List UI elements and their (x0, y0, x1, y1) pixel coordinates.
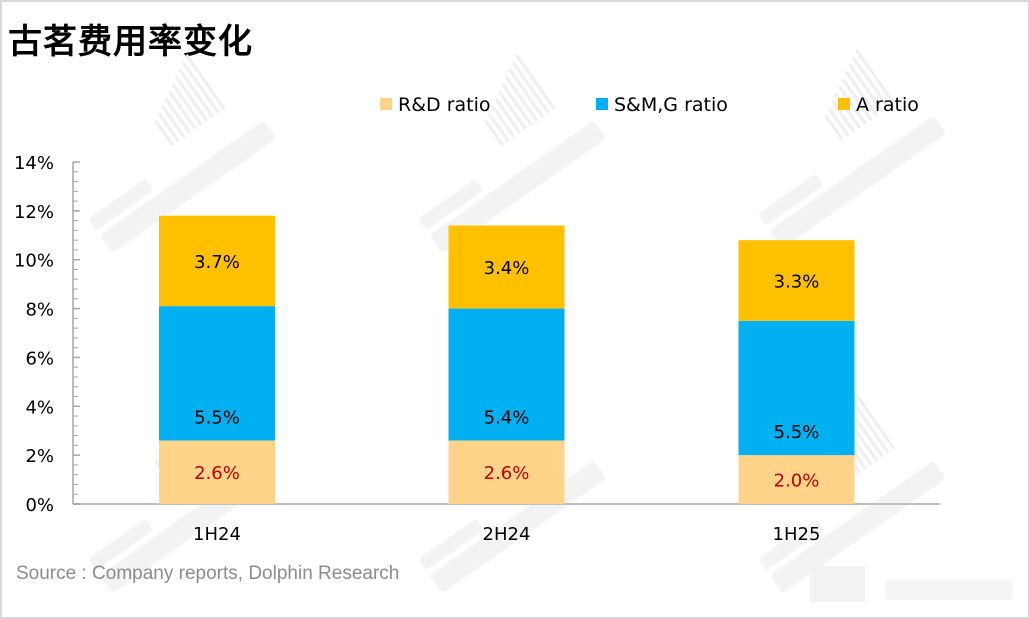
legend-swatch (380, 98, 392, 110)
watermark-bars-icon (157, 112, 180, 142)
watermark-bars-icon (154, 119, 174, 146)
watermark-bars-icon (178, 68, 215, 118)
y-tick-label: 4% (25, 397, 54, 418)
bar-segment (448, 308, 565, 441)
data-label: 2.0% (774, 471, 820, 492)
watermark-bars-icon (824, 114, 844, 141)
x-tick-label: 2H24 (483, 524, 531, 545)
watermark-cn-mark (759, 174, 823, 225)
legend-swatch (596, 98, 608, 110)
watermark-bars-icon (167, 90, 197, 130)
watermark-bars-icon (164, 97, 192, 134)
watermark-en-mark (101, 122, 275, 252)
longport-logo-icon (810, 566, 865, 602)
legend-label: A ratio (856, 94, 919, 116)
watermark-bars-icon (855, 394, 896, 450)
watermark-bars-icon (841, 78, 873, 121)
watermark-bars-icon (487, 112, 510, 142)
watermark-bars-icon (827, 107, 850, 137)
watermark-cn-mark (89, 519, 153, 570)
watermark-bars-icon (508, 68, 545, 118)
watermark-bars-icon (851, 401, 890, 454)
bar-segment (448, 440, 565, 504)
watermarks (89, 49, 1013, 602)
watermark-bars-icon (161, 105, 186, 138)
watermark-cn-mark (759, 519, 823, 570)
watermark-bars-icon (497, 90, 527, 130)
watermark-bars-icon (504, 75, 539, 122)
data-label: 5.5% (774, 422, 820, 443)
y-tick-label: 14% (14, 153, 54, 174)
data-label: 3.7% (194, 252, 240, 273)
y-tick-label: 10% (14, 251, 54, 272)
data-label: 2.6% (194, 463, 240, 484)
data-label: 5.4% (484, 407, 530, 428)
watermark-bars-icon (171, 83, 203, 126)
data-label: 5.5% (194, 407, 240, 428)
watermark-bars-icon (501, 83, 533, 126)
watermark-en-mark (771, 462, 945, 592)
bar-segment (738, 455, 855, 504)
y-tick-label: 8% (25, 300, 54, 321)
bar-segment (159, 306, 275, 441)
watermark-bars-icon (851, 56, 890, 109)
watermark-bars-icon (837, 85, 867, 125)
chart-title: 古茗费用率变化 (8, 22, 253, 62)
watermark-en-mark (431, 122, 605, 252)
watermark-bars-icon (844, 70, 879, 117)
source-note: Source : Company reports, Dolphin Resear… (16, 563, 400, 584)
watermark-bars-icon (174, 75, 209, 122)
legend-swatch (838, 98, 850, 110)
watermark (419, 54, 605, 252)
y-tick-label: 2% (25, 446, 54, 467)
x-tick-label: 1H25 (773, 524, 821, 545)
watermark-bars-icon (515, 54, 556, 110)
longport-watermark (885, 580, 1013, 600)
legend: R&D ratio S&M,G ratio A ratio (380, 94, 919, 116)
watermark-bars-icon (831, 100, 856, 133)
legend-label: S&M,G ratio (614, 94, 728, 116)
watermark-bars-icon (494, 97, 522, 134)
data-label: 3.3% (774, 271, 820, 292)
bars: 2.6% 5.5% 3.7% 1H24 2.6% 5.4% 3.4% 2H24 2.0% 5.5%… (159, 215, 855, 545)
watermark-cn-mark (419, 179, 483, 230)
bar-segment (738, 240, 855, 321)
legend-label: R&D ratio (398, 94, 491, 116)
watermark-bars-icon (511, 61, 550, 114)
watermark-bars-icon (491, 105, 516, 138)
watermark-bars-icon (848, 408, 885, 458)
watermark-cn-mark (419, 519, 483, 570)
watermark-bars-icon (181, 61, 220, 114)
x-tick-label: 1H24 (193, 524, 241, 545)
data-label: 2.6% (484, 463, 530, 484)
watermark-bars-icon (848, 63, 885, 113)
watermark-en-mark (771, 117, 945, 247)
bar-segment (448, 225, 565, 309)
y-tick-label: 12% (14, 202, 54, 223)
watermark-bars-icon (484, 119, 504, 146)
watermark (89, 54, 275, 252)
y-tick-label: 6% (25, 348, 54, 369)
watermark-cn-mark (89, 179, 153, 230)
bar-segment (159, 215, 275, 307)
watermark-bars-icon (185, 54, 226, 110)
y-tick-label: 0% (25, 495, 54, 516)
data-label: 3.4% (484, 258, 530, 279)
watermark (759, 49, 945, 247)
watermark-bars-icon (855, 49, 896, 105)
bar-segment (159, 440, 275, 504)
bar-segment (738, 320, 855, 456)
